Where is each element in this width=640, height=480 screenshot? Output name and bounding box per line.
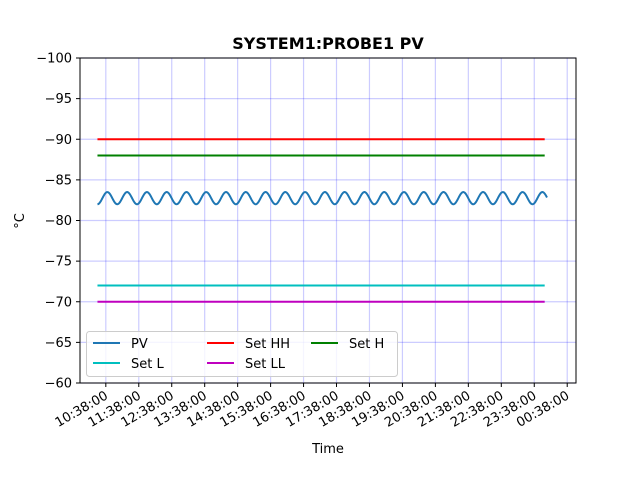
y-tick-label: −90	[45, 133, 72, 148]
series-lines	[97, 138, 548, 303]
legend-label: PV	[131, 337, 148, 352]
y-tick-label: −95	[45, 92, 72, 107]
y-axis-label: °C	[13, 213, 28, 229]
y-tick-label: −100	[36, 52, 72, 67]
legend-label: Set H	[349, 337, 384, 352]
y-tick-label: −65	[45, 336, 72, 351]
legend: PV Set HH Set H Set L Set LL	[86, 331, 398, 377]
series-line-pv	[97, 191, 548, 206]
y-tick-label: −60	[45, 377, 72, 392]
y-tick-label: −70	[45, 295, 72, 310]
x-axis-label: Time	[311, 442, 344, 457]
legend-label: Set HH	[245, 337, 290, 352]
y-tick-label: −80	[45, 214, 72, 229]
legend-label: Set LL	[245, 357, 286, 372]
legend-label: Set L	[131, 357, 164, 372]
chart-title: SYSTEM1:PROBE1 PV	[232, 34, 424, 53]
y-tick-label: −75	[45, 255, 72, 270]
y-tick-label: −85	[45, 173, 72, 188]
